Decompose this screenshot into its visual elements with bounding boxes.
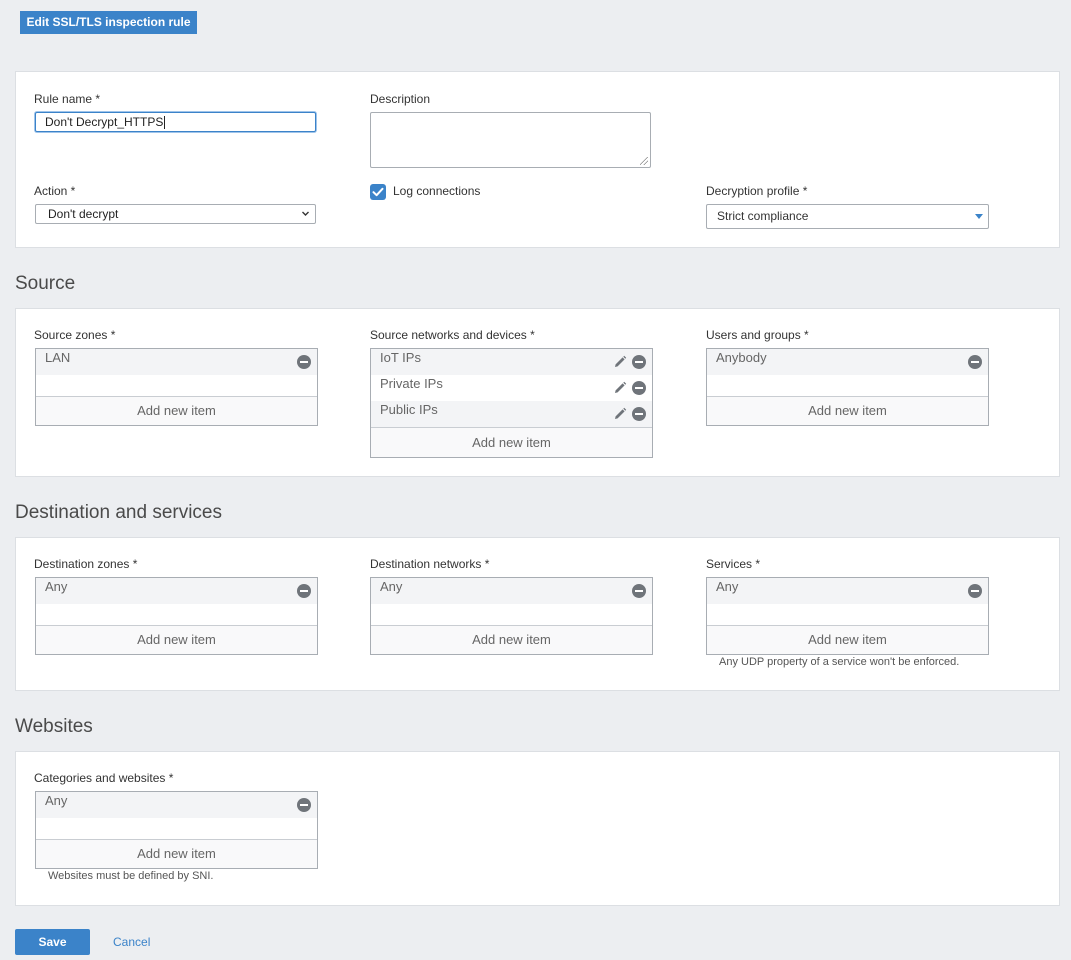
remove-icon[interactable] xyxy=(968,584,982,598)
services-label: Services * xyxy=(706,557,761,571)
log-connections-checkbox[interactable] xyxy=(370,184,386,200)
remove-icon[interactable] xyxy=(297,584,311,598)
list-item-label: Any xyxy=(45,579,68,594)
text-cursor xyxy=(164,116,166,130)
source-networks-label: Source networks and devices * xyxy=(370,328,535,342)
list-item: Private IPs xyxy=(371,375,652,401)
add-new-item-button[interactable]: Add new item xyxy=(36,625,317,654)
rule-name-label: Rule name * xyxy=(34,92,101,106)
destination-networks-label: Destination networks * xyxy=(370,557,490,571)
categories-websites-label: Categories and websites * xyxy=(34,771,174,785)
decryption-profile-label: Decryption profile * xyxy=(706,184,808,198)
list-item: Public IPs xyxy=(371,401,652,427)
list-item: Any xyxy=(36,578,317,604)
pencil-icon[interactable] xyxy=(613,407,627,421)
destination-heading: Destination and services xyxy=(15,502,222,523)
description-textarea[interactable] xyxy=(370,112,651,168)
remove-icon[interactable] xyxy=(632,584,646,598)
add-new-item-button[interactable]: Add new item xyxy=(36,839,317,868)
resize-handle-icon[interactable] xyxy=(640,157,648,165)
list-item-label: LAN xyxy=(45,350,71,365)
decryption-profile-value: Strict compliance xyxy=(717,209,809,223)
source-networks-list: IoT IPs Private IPs Public IPs Add new i… xyxy=(370,348,653,458)
chevron-down-icon xyxy=(302,211,309,216)
list-item-label: IoT IPs xyxy=(380,350,421,365)
add-new-item-button[interactable]: Add new item xyxy=(707,625,988,654)
list-item-label: Any xyxy=(716,579,739,594)
add-new-item-button[interactable]: Add new item xyxy=(36,396,317,425)
action-value: Don't decrypt xyxy=(48,207,119,221)
add-new-item-button[interactable]: Add new item xyxy=(371,625,652,654)
remove-icon[interactable] xyxy=(632,381,646,395)
services-hint: Any UDP property of a service won't be e… xyxy=(719,656,960,668)
description-label: Description xyxy=(370,92,431,106)
source-zones-list: LAN Add new item xyxy=(35,348,318,426)
dropdown-caret-icon xyxy=(975,214,983,219)
cancel-link[interactable]: Cancel xyxy=(113,935,151,949)
source-zones-label: Source zones * xyxy=(34,328,116,342)
remove-icon[interactable] xyxy=(632,355,646,369)
categories-websites-list: Any Add new item xyxy=(35,791,318,869)
add-new-item-button[interactable]: Add new item xyxy=(371,427,652,457)
list-item: Any xyxy=(36,792,317,818)
list-item-label: Private IPs xyxy=(380,376,443,391)
remove-icon[interactable] xyxy=(632,407,646,421)
remove-icon[interactable] xyxy=(297,355,311,369)
list-item-label: Any xyxy=(380,579,403,594)
decryption-profile-select[interactable]: Strict compliance xyxy=(706,204,989,229)
list-item: LAN xyxy=(36,349,317,375)
remove-icon[interactable] xyxy=(968,355,982,369)
destination-zones-list: Any Add new item xyxy=(35,577,318,655)
list-item: Anybody xyxy=(707,349,988,375)
rule-name-input[interactable]: Don't Decrypt_HTTPS xyxy=(35,112,316,132)
checkmark-icon xyxy=(372,187,384,197)
list-item-label: Public IPs xyxy=(380,402,438,417)
rule-name-value: Don't Decrypt_HTTPS xyxy=(45,115,164,129)
action-select[interactable]: Don't decrypt xyxy=(35,204,316,224)
save-button[interactable]: Save xyxy=(15,929,90,955)
action-label: Action * xyxy=(34,184,76,198)
users-groups-label: Users and groups * xyxy=(706,328,809,342)
destination-networks-list: Any Add new item xyxy=(370,577,653,655)
pencil-icon[interactable] xyxy=(613,381,627,395)
page-title: Edit SSL/TLS inspection rule xyxy=(20,11,197,34)
remove-icon[interactable] xyxy=(297,798,311,812)
log-connections-label[interactable]: Log connections xyxy=(393,184,481,198)
list-item: Any xyxy=(371,578,652,604)
list-item-label: Any xyxy=(45,793,68,808)
websites-heading: Websites xyxy=(15,716,93,737)
add-new-item-button[interactable]: Add new item xyxy=(707,396,988,425)
pencil-icon[interactable] xyxy=(613,355,627,369)
websites-hint: Websites must be defined by SNI. xyxy=(48,870,214,882)
destination-zones-label: Destination zones * xyxy=(34,557,138,571)
users-groups-list: Anybody Add new item xyxy=(706,348,989,426)
list-item: IoT IPs xyxy=(371,349,652,375)
list-item: Any xyxy=(707,578,988,604)
source-heading: Source xyxy=(15,273,76,294)
list-item-label: Anybody xyxy=(716,350,767,365)
services-list: Any Add new item xyxy=(706,577,989,655)
